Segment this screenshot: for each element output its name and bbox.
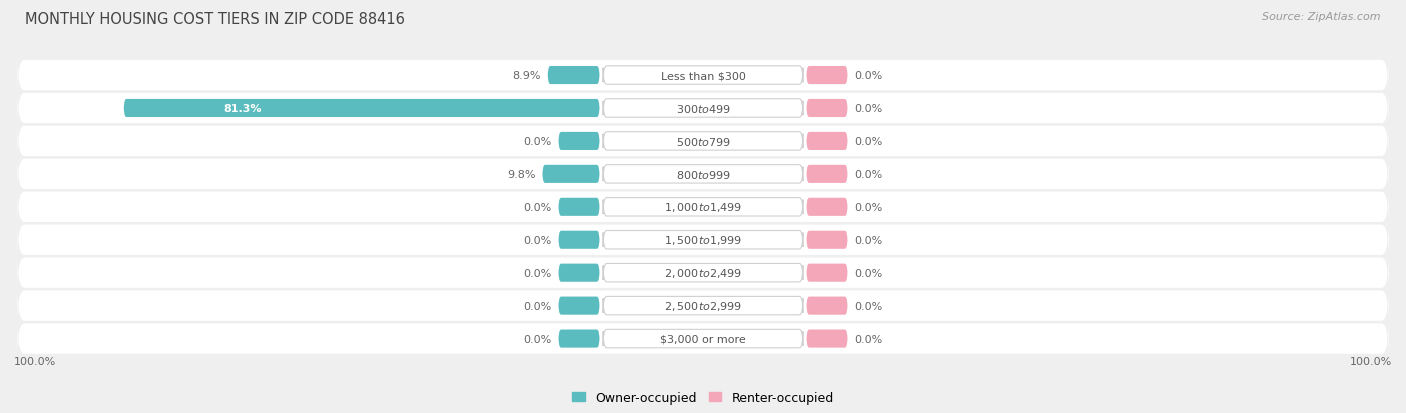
Text: 0.0%: 0.0%: [855, 137, 883, 147]
Text: 0.0%: 0.0%: [855, 104, 883, 114]
Text: 9.8%: 9.8%: [508, 169, 536, 179]
FancyBboxPatch shape: [17, 223, 1389, 258]
Text: 0.0%: 0.0%: [855, 202, 883, 212]
Text: $2,000 to $2,499: $2,000 to $2,499: [664, 266, 742, 280]
FancyBboxPatch shape: [558, 198, 599, 216]
Text: 0.0%: 0.0%: [523, 235, 551, 245]
FancyBboxPatch shape: [558, 330, 599, 348]
Text: $800 to $999: $800 to $999: [675, 169, 731, 180]
FancyBboxPatch shape: [17, 91, 1389, 126]
FancyBboxPatch shape: [558, 133, 599, 151]
Text: 0.0%: 0.0%: [855, 301, 883, 311]
Text: 100.0%: 100.0%: [1350, 356, 1392, 366]
FancyBboxPatch shape: [603, 264, 803, 282]
FancyBboxPatch shape: [17, 190, 1389, 225]
FancyBboxPatch shape: [807, 297, 848, 315]
FancyBboxPatch shape: [17, 157, 1389, 192]
FancyBboxPatch shape: [807, 330, 848, 348]
FancyBboxPatch shape: [603, 66, 803, 85]
Text: 0.0%: 0.0%: [523, 137, 551, 147]
FancyBboxPatch shape: [807, 133, 848, 151]
Text: 0.0%: 0.0%: [523, 202, 551, 212]
FancyBboxPatch shape: [807, 231, 848, 249]
FancyBboxPatch shape: [603, 133, 803, 151]
Text: 0.0%: 0.0%: [855, 268, 883, 278]
FancyBboxPatch shape: [17, 124, 1389, 159]
FancyBboxPatch shape: [17, 255, 1389, 291]
Text: 100.0%: 100.0%: [14, 356, 56, 366]
FancyBboxPatch shape: [807, 100, 848, 118]
FancyBboxPatch shape: [603, 297, 803, 315]
Text: 8.9%: 8.9%: [512, 71, 541, 81]
Text: Less than $300: Less than $300: [661, 71, 745, 81]
Text: 0.0%: 0.0%: [855, 71, 883, 81]
FancyBboxPatch shape: [807, 165, 848, 183]
FancyBboxPatch shape: [603, 100, 803, 118]
FancyBboxPatch shape: [17, 321, 1389, 356]
Text: 81.3%: 81.3%: [224, 104, 262, 114]
FancyBboxPatch shape: [807, 198, 848, 216]
FancyBboxPatch shape: [558, 264, 599, 282]
Text: $1,000 to $1,499: $1,000 to $1,499: [664, 201, 742, 214]
FancyBboxPatch shape: [124, 100, 599, 118]
Text: $2,500 to $2,999: $2,500 to $2,999: [664, 299, 742, 312]
FancyBboxPatch shape: [603, 165, 803, 184]
Text: Source: ZipAtlas.com: Source: ZipAtlas.com: [1263, 12, 1381, 22]
Text: $300 to $499: $300 to $499: [675, 103, 731, 115]
FancyBboxPatch shape: [17, 58, 1389, 94]
FancyBboxPatch shape: [558, 297, 599, 315]
Text: 0.0%: 0.0%: [523, 301, 551, 311]
FancyBboxPatch shape: [603, 330, 803, 348]
Text: $500 to $799: $500 to $799: [675, 135, 731, 147]
Text: 0.0%: 0.0%: [855, 334, 883, 344]
FancyBboxPatch shape: [547, 67, 599, 85]
FancyBboxPatch shape: [17, 288, 1389, 324]
Text: 0.0%: 0.0%: [855, 235, 883, 245]
Text: 0.0%: 0.0%: [523, 268, 551, 278]
FancyBboxPatch shape: [603, 198, 803, 216]
Text: $3,000 or more: $3,000 or more: [661, 334, 745, 344]
Text: 0.0%: 0.0%: [855, 169, 883, 179]
FancyBboxPatch shape: [603, 231, 803, 249]
Legend: Owner-occupied, Renter-occupied: Owner-occupied, Renter-occupied: [568, 386, 838, 409]
FancyBboxPatch shape: [543, 165, 599, 183]
Text: 0.0%: 0.0%: [523, 334, 551, 344]
FancyBboxPatch shape: [807, 67, 848, 85]
FancyBboxPatch shape: [807, 264, 848, 282]
Text: MONTHLY HOUSING COST TIERS IN ZIP CODE 88416: MONTHLY HOUSING COST TIERS IN ZIP CODE 8…: [25, 12, 405, 27]
Text: $1,500 to $1,999: $1,500 to $1,999: [664, 234, 742, 247]
FancyBboxPatch shape: [558, 231, 599, 249]
